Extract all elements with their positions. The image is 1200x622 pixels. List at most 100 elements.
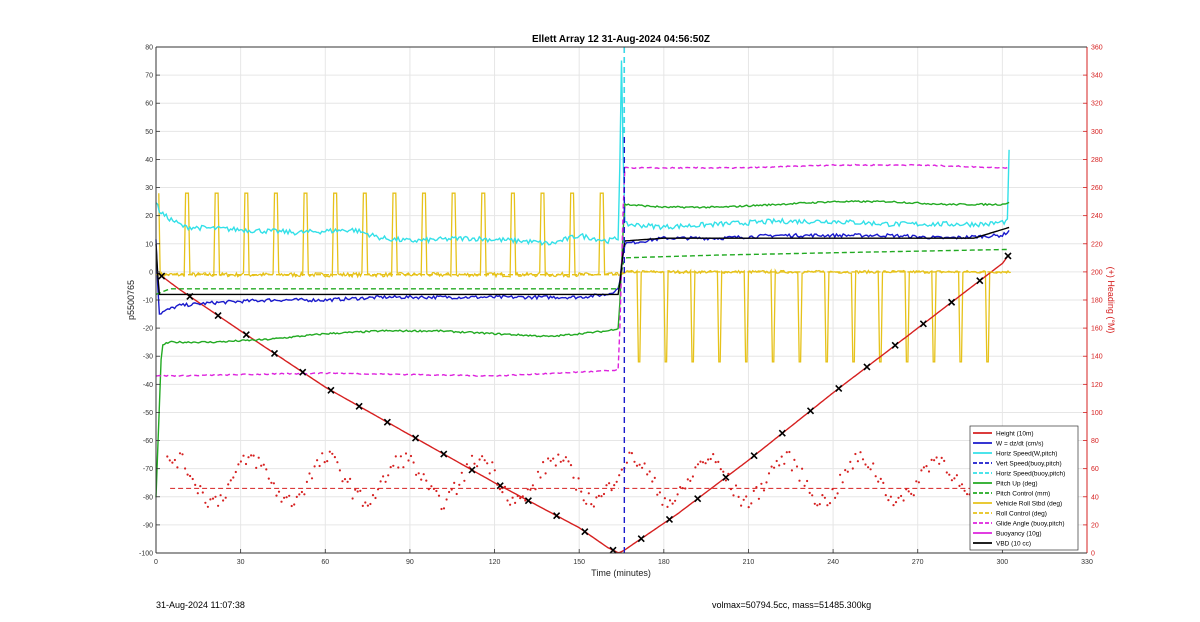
heading-dot (420, 478, 423, 481)
heading-dot (199, 485, 202, 488)
heading-dot (503, 485, 507, 488)
heading-dot (519, 497, 522, 500)
legend-item-label: Pitch Up (deg) (996, 481, 1038, 488)
heading-dot (531, 484, 535, 487)
heading-dot (552, 457, 555, 460)
heading-dot (288, 494, 291, 497)
heading-dot (168, 459, 171, 462)
heading-dot (453, 481, 456, 484)
heading-dot (882, 481, 885, 484)
heading-dot (694, 466, 697, 469)
heading-dot (493, 469, 496, 472)
heading-dot (196, 492, 199, 495)
heading-dot (839, 473, 842, 476)
heading-dot (374, 496, 377, 500)
heading-dot (943, 459, 946, 462)
heading-dot (516, 494, 519, 498)
heading-dot (488, 472, 491, 475)
heading-dot (171, 461, 174, 464)
heading-dot (303, 493, 306, 496)
heading-dot (211, 497, 215, 500)
y-tick-label-right: 100 (1091, 410, 1103, 417)
heading-dot (801, 467, 804, 470)
heading-dot (473, 462, 476, 465)
heading-dot (846, 470, 849, 473)
heading-dot (689, 479, 692, 482)
heading-dot (646, 473, 649, 476)
heading-dot (590, 503, 593, 506)
heading-dot (767, 472, 771, 475)
heading-dot (948, 473, 951, 476)
heading-dot (790, 469, 794, 472)
heading-dot (567, 460, 570, 463)
heading-dot (955, 474, 959, 477)
axes: 0 30 60 90 120 150 180 210 240 270 300 330-100-90-8… (139, 45, 1103, 567)
heading-dot (884, 494, 887, 497)
heading-dot (894, 501, 898, 504)
heading-dot (364, 501, 367, 504)
heading-dot (714, 461, 717, 464)
y-tick-label-left: -70 (143, 466, 153, 473)
heading-dot (841, 481, 844, 484)
heading-dot (425, 479, 428, 482)
height-marker (214, 312, 222, 320)
heading-dot (595, 496, 598, 499)
y-tick-label-right: 180 (1091, 298, 1103, 305)
heading-dot (206, 505, 209, 508)
heading-dot (633, 460, 636, 463)
heading-dot (630, 452, 634, 455)
height-marker (186, 292, 194, 300)
heading-dot (861, 458, 865, 461)
heading-dot (641, 466, 644, 469)
x-axis-label: Time (minutes) (591, 568, 651, 578)
heading-dot (557, 453, 560, 456)
heading-dot (663, 497, 667, 500)
heading-dot (765, 481, 768, 484)
heading-dot (549, 459, 552, 462)
heading-dot (608, 482, 611, 485)
heading-dot (470, 454, 474, 457)
heading-dot (625, 461, 629, 464)
heading-dot (354, 488, 357, 491)
heading-dot (707, 458, 710, 461)
heading-dot (638, 463, 641, 466)
heading-dot (331, 452, 334, 455)
y-tick-label-left: 80 (145, 45, 153, 52)
heading-dot (237, 463, 240, 466)
height-marker (750, 452, 758, 460)
heading-dot (255, 466, 258, 469)
x-tick-label: 300 (997, 559, 1009, 566)
y-tick-label-left: 0 (149, 269, 153, 276)
height-marker (355, 402, 363, 410)
x-tick-label: 90 (406, 559, 414, 566)
heading-dot (755, 486, 758, 489)
heading-dot (178, 452, 182, 455)
heading-dot (415, 473, 418, 476)
heading-dot (483, 459, 486, 462)
heading-dot (658, 491, 662, 494)
y-tick-label-left: 30 (145, 185, 153, 192)
legend-item-label: Roll Control (deg) (996, 511, 1047, 518)
heading-dot (234, 470, 237, 474)
heading-dot (696, 463, 700, 466)
heading-dot (940, 456, 943, 459)
heading-dot (351, 497, 354, 500)
heading-dot (219, 494, 222, 497)
height-marker (581, 528, 589, 536)
heading-dot (849, 460, 852, 463)
heading-dot (336, 461, 339, 464)
heading-dot (521, 495, 524, 498)
y-tick-label-right: 220 (1091, 241, 1103, 248)
heading-dot (232, 476, 235, 479)
heading-dot (704, 462, 707, 465)
heading-dot (349, 477, 352, 480)
heading-dot (310, 477, 314, 480)
heading-dot (176, 466, 179, 469)
heading-dot (851, 467, 854, 470)
height-marker (835, 384, 843, 393)
height-marker (722, 473, 730, 481)
height-marker (778, 429, 786, 437)
height-marker (891, 341, 899, 349)
heading-dot (343, 478, 347, 481)
